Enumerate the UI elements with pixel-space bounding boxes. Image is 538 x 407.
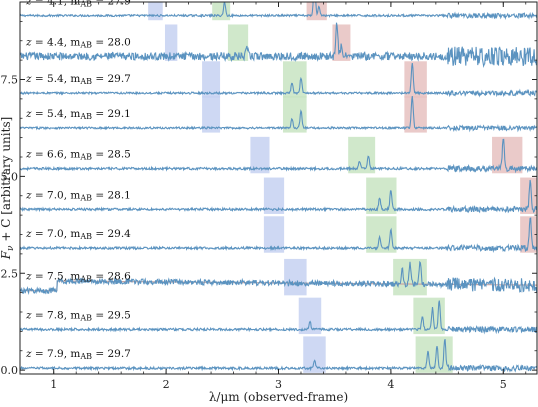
band-blue-9-0	[303, 336, 326, 373]
y-axis-label-f: F	[0, 250, 13, 260]
x-tick-label-4: 5	[500, 378, 507, 391]
row-label-main: = 7.9, m	[32, 348, 81, 360]
row-label-mag: = 29.7	[92, 348, 131, 360]
band-blue-0-0	[148, 2, 163, 21]
row-label-0: z = 4.1, mAB = 27.9	[25, 0, 131, 9]
band-blue-6-0	[263, 216, 285, 253]
band-blue-5-0	[263, 177, 285, 214]
row-label-z: z	[25, 189, 32, 201]
row-label-main: = 5.4, m	[32, 73, 81, 85]
row-label-mag: = 28.1	[92, 189, 131, 201]
row-label-sub: AB	[79, 40, 92, 49]
y-tick-label-2: 5.0	[1, 170, 19, 183]
row-label-mag: = 29.5	[92, 309, 131, 321]
row-label-4: z = 6.6, mAB = 28.5	[25, 149, 131, 162]
band-blue-3-0	[202, 96, 221, 133]
band-green-3-1	[282, 96, 307, 133]
row-label-main: = 4.1, m	[32, 0, 81, 8]
row-label-5: z = 7.0, mAB = 28.1	[25, 189, 131, 202]
row-label-main: = 7.0, m	[32, 189, 81, 201]
row-label-mag: = 29.4	[92, 228, 131, 240]
band-blue-1-0	[164, 24, 178, 61]
row-label-z: z	[25, 36, 32, 48]
spectrum-line-1	[20, 22, 537, 69]
band-blue-7-0	[284, 258, 307, 296]
row-label-mag: = 27.9	[92, 0, 131, 8]
y-axis-label-sub: ν	[6, 245, 16, 251]
row-label-z: z	[25, 73, 32, 85]
band-red-1-2	[332, 24, 351, 61]
row-label-sub: AB	[79, 0, 92, 9]
y-axis-label: Fν + C [arbitrary units]	[0, 117, 16, 261]
spectrum-line-0	[20, 2, 537, 20]
row-label-main: = 7.5, m	[32, 271, 81, 283]
y-tick-label-3: 7.5	[1, 74, 19, 87]
band-blue-2-0	[202, 61, 221, 98]
x-tick-label-0: 1	[50, 378, 57, 391]
x-axis-label: λ/μm (observed-frame)	[209, 390, 348, 404]
band-green-1-1	[227, 24, 249, 61]
row-label-z: z	[25, 348, 32, 360]
spectrum-line-8	[20, 300, 537, 335]
band-green-0-1	[212, 2, 231, 21]
row-label-sub: AB	[79, 112, 92, 121]
row-label-1: z = 4.4, mAB = 28.0	[25, 36, 131, 49]
row-label-8: z = 7.8, mAB = 29.5	[25, 309, 131, 322]
row-label-main: = 7.8, m	[32, 309, 81, 321]
band-blue-4-0	[250, 136, 270, 174]
row-label-2: z = 5.4, mAB = 29.7	[25, 73, 131, 86]
row-label-z: z	[25, 108, 32, 120]
row-label-main: = 4.4, m	[32, 36, 81, 48]
row-label-mag: = 29.1	[92, 108, 131, 120]
row-label-sub: AB	[79, 313, 92, 322]
row-label-mag: = 29.7	[92, 73, 131, 85]
row-labels-layer: z = 4.1, mAB = 27.9z = 4.4, mAB = 28.0z …	[25, 0, 131, 361]
spectrum-line-6	[20, 217, 537, 254]
x-tick-label-1: 2	[163, 378, 170, 391]
spectrum-line-2	[20, 63, 537, 98]
x-tick-label-3: 4	[387, 378, 394, 391]
row-label-z: z	[25, 228, 32, 240]
row-label-z: z	[25, 149, 32, 161]
row-label-sub: AB	[79, 352, 92, 361]
spectrum-line-5	[20, 179, 537, 214]
row-label-sub: AB	[79, 77, 92, 86]
row-label-main: = 5.4, m	[32, 108, 81, 120]
row-label-sub: AB	[79, 193, 92, 202]
band-blue-8-0	[298, 297, 322, 335]
spectrum-line-3	[20, 96, 537, 133]
row-label-z: z	[25, 0, 32, 8]
row-label-z: z	[25, 271, 32, 283]
y-tick-label-1: 2.5	[1, 267, 19, 280]
row-label-sub: AB	[79, 275, 92, 284]
row-label-7: z = 7.5, mAB = 28.6	[25, 271, 131, 284]
row-label-9: z = 7.9, mAB = 29.7	[25, 348, 131, 361]
ticks-layer: 1 2 3 4 5 0.0 2.5 5.0 7.5	[1, 2, 537, 391]
row-label-z: z	[25, 309, 32, 321]
row-label-sub: AB	[79, 232, 92, 241]
row-label-6: z = 7.0, mAB = 29.4	[25, 228, 131, 241]
row-label-mag: = 28.6	[92, 271, 131, 283]
spectrum-line-4	[20, 138, 537, 174]
band-green-2-1	[282, 61, 307, 98]
spectrum-line-7	[20, 260, 537, 296]
row-label-mag: = 28.0	[92, 36, 131, 48]
x-tick-label-2: 3	[275, 378, 282, 391]
row-label-main: = 6.6, m	[32, 149, 81, 161]
row-label-3: z = 5.4, mAB = 29.1	[25, 108, 131, 121]
y-axis-label-rest: + C [arbitrary units]	[0, 117, 13, 246]
row-label-sub: AB	[79, 153, 92, 162]
row-label-mag: = 28.5	[92, 149, 131, 161]
row-label-main: = 7.0, m	[32, 228, 81, 240]
y-tick-label-0: 0.0	[1, 364, 19, 377]
